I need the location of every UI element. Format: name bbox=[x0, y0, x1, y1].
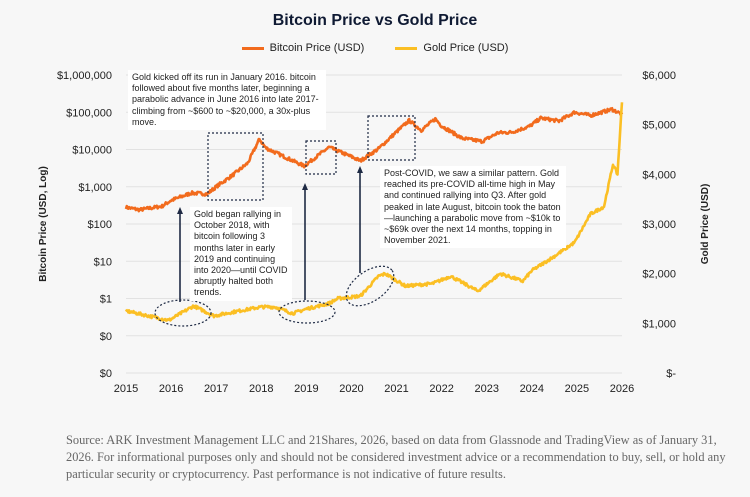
highlight-box bbox=[207, 132, 264, 201]
legend: Bitcoin Price (USD) Gold Price (USD) bbox=[0, 42, 750, 54]
highlight-ellipse bbox=[345, 265, 395, 307]
arrow-head-icon bbox=[177, 207, 183, 214]
y-left-tick-label: $10 bbox=[94, 256, 112, 268]
annotation-2019: Gold began rallying in October 2018, wit… bbox=[190, 207, 292, 301]
arrow-head-icon bbox=[302, 183, 308, 190]
x-tick-label: 2015 bbox=[114, 383, 138, 395]
annotation-2020: Post-COVID, we saw a similar pattern. Go… bbox=[380, 166, 566, 249]
x-tick-label: 2025 bbox=[565, 383, 589, 395]
legend-label-gold: Gold Price (USD) bbox=[423, 42, 509, 54]
y-right-tick-label: $4,000 bbox=[642, 169, 676, 181]
legend-swatch-gold bbox=[395, 46, 418, 50]
x-tick-label: 2017 bbox=[204, 383, 228, 395]
y-right-tick-label: $- bbox=[666, 368, 676, 380]
highlight-box bbox=[367, 115, 416, 161]
y-left-tick-label: $1,000,000 bbox=[57, 70, 112, 82]
y-left-tick-label: $100 bbox=[88, 219, 112, 231]
x-tick-label: 2022 bbox=[429, 383, 453, 395]
y-right-tick-label: $2,000 bbox=[642, 269, 676, 281]
y-right-tick-label: $1,000 bbox=[642, 318, 676, 330]
x-tick-label: 2024 bbox=[520, 383, 544, 395]
x-tick-label: 2023 bbox=[474, 383, 498, 395]
legend-item-gold: Gold Price (USD) bbox=[395, 42, 508, 54]
y-right-axis-label: Gold Price (USD) bbox=[700, 184, 711, 265]
y-left-tick-label: $0 bbox=[100, 331, 112, 343]
legend-swatch-bitcoin bbox=[241, 46, 264, 50]
y-right-tick-label: $6,000 bbox=[642, 70, 676, 82]
y-left-tick-label: $100,000 bbox=[66, 107, 112, 119]
highlight-ellipse bbox=[154, 299, 212, 327]
y-right-tick-label: $5,000 bbox=[642, 120, 676, 132]
highlight-ellipse bbox=[278, 300, 336, 324]
y-left-tick-label: $0 bbox=[100, 368, 112, 380]
y-left-tick-label: $1 bbox=[100, 294, 112, 306]
source-note: Source: ARK Investment Management LLC an… bbox=[66, 433, 726, 481]
series-line-gold bbox=[124, 102, 624, 322]
highlight-box bbox=[305, 140, 337, 175]
annotation-2016: Gold kicked off its run in January 2016.… bbox=[128, 70, 326, 131]
arrow-head-icon bbox=[357, 166, 363, 173]
x-tick-label: 2021 bbox=[384, 383, 408, 395]
y-left-axis-label: Bitcoin Price (USD, Log) bbox=[38, 166, 49, 282]
legend-item-bitcoin: Bitcoin Price (USD) bbox=[241, 42, 365, 54]
x-tick-label: 2026 bbox=[610, 383, 634, 395]
y-left-tick-label: $10,000 bbox=[72, 145, 112, 157]
x-tick-label: 2016 bbox=[159, 383, 183, 395]
legend-label-bitcoin: Bitcoin Price (USD) bbox=[269, 42, 365, 54]
chart-title: Bitcoin Price vs Gold Price bbox=[272, 12, 478, 29]
y-right-tick-label: $3,000 bbox=[642, 219, 676, 231]
x-tick-label: 2019 bbox=[294, 383, 318, 395]
y-left-tick-label: $1,000 bbox=[78, 182, 112, 194]
x-tick-label: 2020 bbox=[339, 383, 363, 395]
x-tick-label: 2018 bbox=[249, 383, 273, 395]
